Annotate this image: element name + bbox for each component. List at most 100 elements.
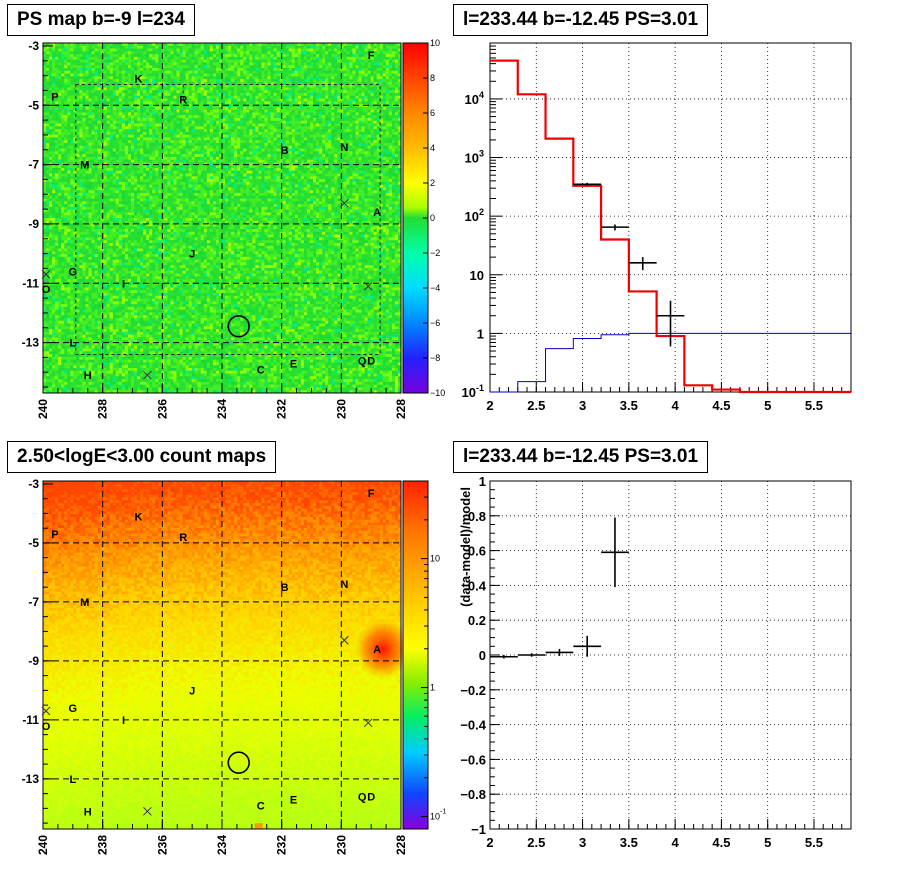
colorbar-tick-label: 1	[430, 683, 435, 693]
source-label: N	[340, 142, 348, 154]
colorbar-tick-label: 0	[430, 213, 435, 223]
x-tick-label: 5	[764, 835, 771, 850]
map-x-tick-label: 230	[334, 399, 348, 419]
source-label: L	[69, 338, 76, 350]
source-label: M	[80, 160, 89, 172]
map-y-tick-label: -7	[28, 158, 39, 172]
map-y-tick-label: -3	[28, 39, 39, 53]
x-tick-label: 2.5	[527, 835, 545, 850]
y-tick-label: 103	[465, 149, 484, 166]
y-axis-label: (data-model)/model	[458, 487, 473, 607]
source-label: K	[134, 74, 142, 86]
colorbar-tick-label: −2	[430, 248, 440, 258]
x-tick-label: 4	[672, 835, 680, 850]
source-label: B	[281, 582, 289, 594]
x-tick-label: 5.5	[805, 835, 823, 850]
y-tick-label: 1	[477, 326, 484, 341]
source-label: A	[373, 644, 381, 656]
y-tick-label: 1	[479, 474, 486, 489]
residuals-title: l=233.44 b=-12.45 PS=3.01	[453, 441, 708, 473]
source-label: L	[69, 774, 76, 786]
source-label: D	[367, 792, 375, 804]
colorbar-tick-label: 2	[430, 178, 435, 188]
source-label: C	[257, 364, 265, 376]
y-tick-label: −0.4	[460, 718, 486, 733]
colorbar-tick-label: 10	[430, 38, 440, 48]
source-label: Q	[358, 355, 367, 367]
source-label: M	[80, 597, 89, 609]
source-label: G	[69, 703, 78, 715]
source-label: P	[51, 91, 58, 103]
map-y-tick-label: -5	[28, 98, 39, 112]
residuals-panel: 2 2.5 3 3.5 4 4.5 5 5.510.80.60.40.20−0.2−0.4−0…	[458, 474, 851, 850]
x-tick-label: 2	[486, 835, 493, 850]
source-label: C	[257, 800, 265, 812]
y-tick-label: 0.2	[468, 613, 486, 628]
map-x-tick-label: 234	[215, 835, 229, 855]
map-y-tick-label: -9	[28, 654, 39, 668]
y-tick-label: −1	[471, 822, 486, 837]
source-label: O	[42, 284, 51, 296]
x-tick-label: 4.5	[712, 835, 730, 850]
source-label: B	[281, 145, 289, 157]
source-label: P	[51, 529, 58, 541]
source-label: F	[368, 488, 375, 500]
colorbar-tick-label: −6	[430, 318, 440, 328]
source-label: J	[189, 249, 195, 261]
y-tick-label: 10-1	[462, 383, 484, 400]
y-tick-label: −0.6	[460, 752, 486, 767]
source-label: H	[84, 806, 92, 818]
source-label: J	[189, 685, 195, 697]
source-label: R	[179, 94, 187, 106]
colorbar-tick-label: 4	[430, 143, 435, 153]
map-y-tick-label: -9	[28, 217, 39, 231]
source-label: A	[373, 207, 381, 219]
source-label: O	[42, 721, 51, 733]
source-label: R	[179, 532, 187, 544]
x-tick-label: 3.5	[620, 835, 638, 850]
map-x-tick-label: 232	[275, 399, 289, 419]
ps-map-title: PS map b=-9 l=234	[7, 4, 195, 36]
source-label: N	[340, 579, 348, 591]
y-tick-label: −0.2	[460, 683, 486, 698]
spectrum-title: l=233.44 b=-12.45 PS=3.01	[453, 4, 708, 36]
source-label: I	[122, 278, 125, 290]
map-x-tick-label: 240	[36, 399, 50, 419]
colorbar-tick-label: 8	[430, 73, 435, 83]
count-map-title: 2.50<logE<3.00 count maps	[7, 441, 276, 473]
x-tick-label: 3	[579, 398, 586, 413]
y-tick-label: 10	[470, 268, 484, 283]
map-x-tick-label: 236	[155, 399, 169, 419]
x-tick-label: 4	[672, 398, 680, 413]
map-x-tick-label: 228	[394, 399, 408, 419]
source-label: K	[134, 511, 142, 523]
x-tick-label: 3.5	[620, 398, 638, 413]
map-x-tick-label: 228	[394, 835, 408, 855]
source-label: H	[84, 370, 92, 382]
map-x-tick-label: 232	[275, 835, 289, 855]
x-tick-label: 2.5	[527, 398, 545, 413]
map-y-tick-label: -13	[22, 772, 40, 786]
source-label: E	[290, 795, 297, 807]
map-x-tick-label: 238	[96, 835, 110, 855]
x-tick-label: 3	[579, 835, 586, 850]
count-colorbar	[403, 481, 428, 829]
colorbar-tick-label: −4	[430, 283, 440, 293]
map-x-tick-label: 234	[215, 399, 229, 419]
colorbar-tick-label: 10	[430, 554, 440, 564]
map-y-tick-label: -7	[28, 595, 39, 609]
map-x-tick-label: 238	[96, 399, 110, 419]
x-tick-label: 4.5	[712, 398, 730, 413]
map-y-tick-label: -11	[22, 713, 39, 727]
source-label: Q	[358, 792, 367, 804]
map-y-tick-label: -13	[22, 336, 40, 350]
colorbar-tick-label: 6	[430, 108, 435, 118]
map-x-tick-label: 236	[155, 835, 169, 855]
map-x-tick-label: 230	[334, 835, 348, 855]
source-label: E	[290, 358, 297, 370]
source-label: I	[122, 715, 125, 727]
